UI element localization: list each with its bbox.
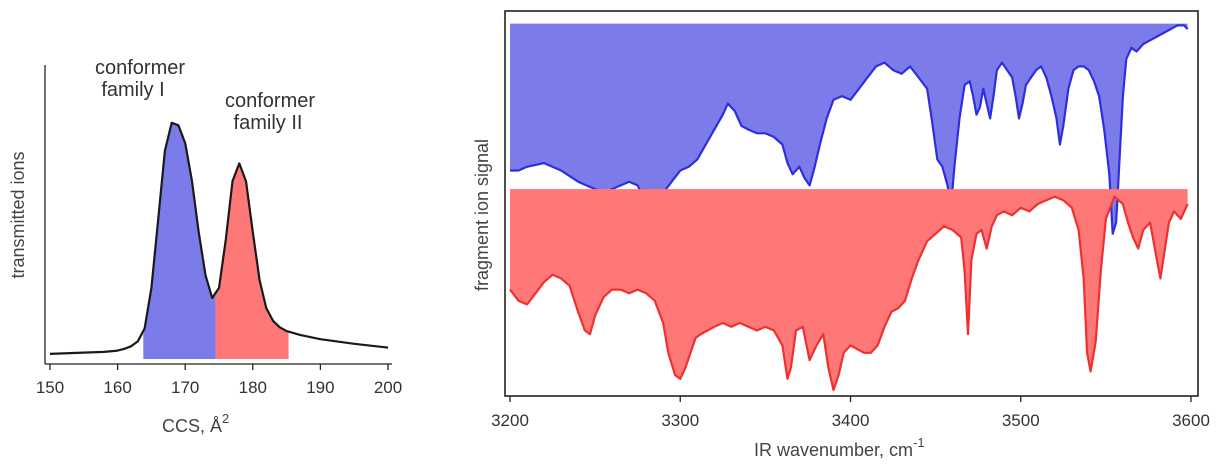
ir-y-axis-title: fragment ion signal	[472, 139, 492, 291]
ccs-x-axis-title-superscript: 2	[222, 411, 229, 426]
ccs-x-axis-title-text: CCS, Å	[162, 416, 222, 436]
ir-x-axis-title-text: IR wavenumber, cm	[754, 440, 913, 460]
fill-region-2	[216, 165, 289, 359]
ir-x-tick-label: 3400	[832, 411, 870, 430]
ccs-y-axis-title: transmitted ions	[8, 151, 28, 278]
ccs-chart-panel: 150 160 170 180 190 200 CCS, Å2 transmitted i…	[8, 57, 402, 436]
ir-x-tick-label: 3300	[661, 411, 699, 430]
ir-x-ticks: 3200 3300 3400 3500 3600	[491, 396, 1210, 430]
ccs-x-tick-label: 160	[103, 378, 131, 397]
ccs-x-tick-label: 150	[36, 378, 64, 397]
annotation-family-2-line-1: conformer	[225, 90, 315, 112]
ccs-x-ticks: 150 160 170 180 190 200	[36, 364, 402, 397]
ir-x-tick-label: 3200	[491, 411, 529, 430]
annotation-family-2-line-2: family II	[234, 112, 303, 134]
ir-x-axis-title: IR wavenumber, cm-1	[754, 435, 925, 460]
ccs-x-tick-label: 180	[239, 378, 267, 397]
ir-spectra-series	[510, 24, 1188, 390]
ir-x-tick-label: 3600	[1172, 411, 1210, 430]
ccs-x-tick-label: 200	[374, 378, 402, 397]
annotation-family-1-line-2: family I	[101, 79, 164, 101]
ir-spectrum-panel: 3200 3300 3400 3500 3600 IR wavenumber, cm-1…	[472, 11, 1210, 460]
ir-x-tick-label: 3500	[1002, 411, 1040, 430]
ccs-x-tick-label: 170	[171, 378, 199, 397]
fill-region-1	[143, 123, 215, 359]
ir-x-axis-title-superscript: -1	[913, 435, 925, 450]
ccs-x-tick-label: 190	[306, 378, 334, 397]
ccs-x-axis-title: CCS, Å2	[162, 411, 229, 436]
annotation-family-1-line-1: conformer	[95, 57, 185, 79]
